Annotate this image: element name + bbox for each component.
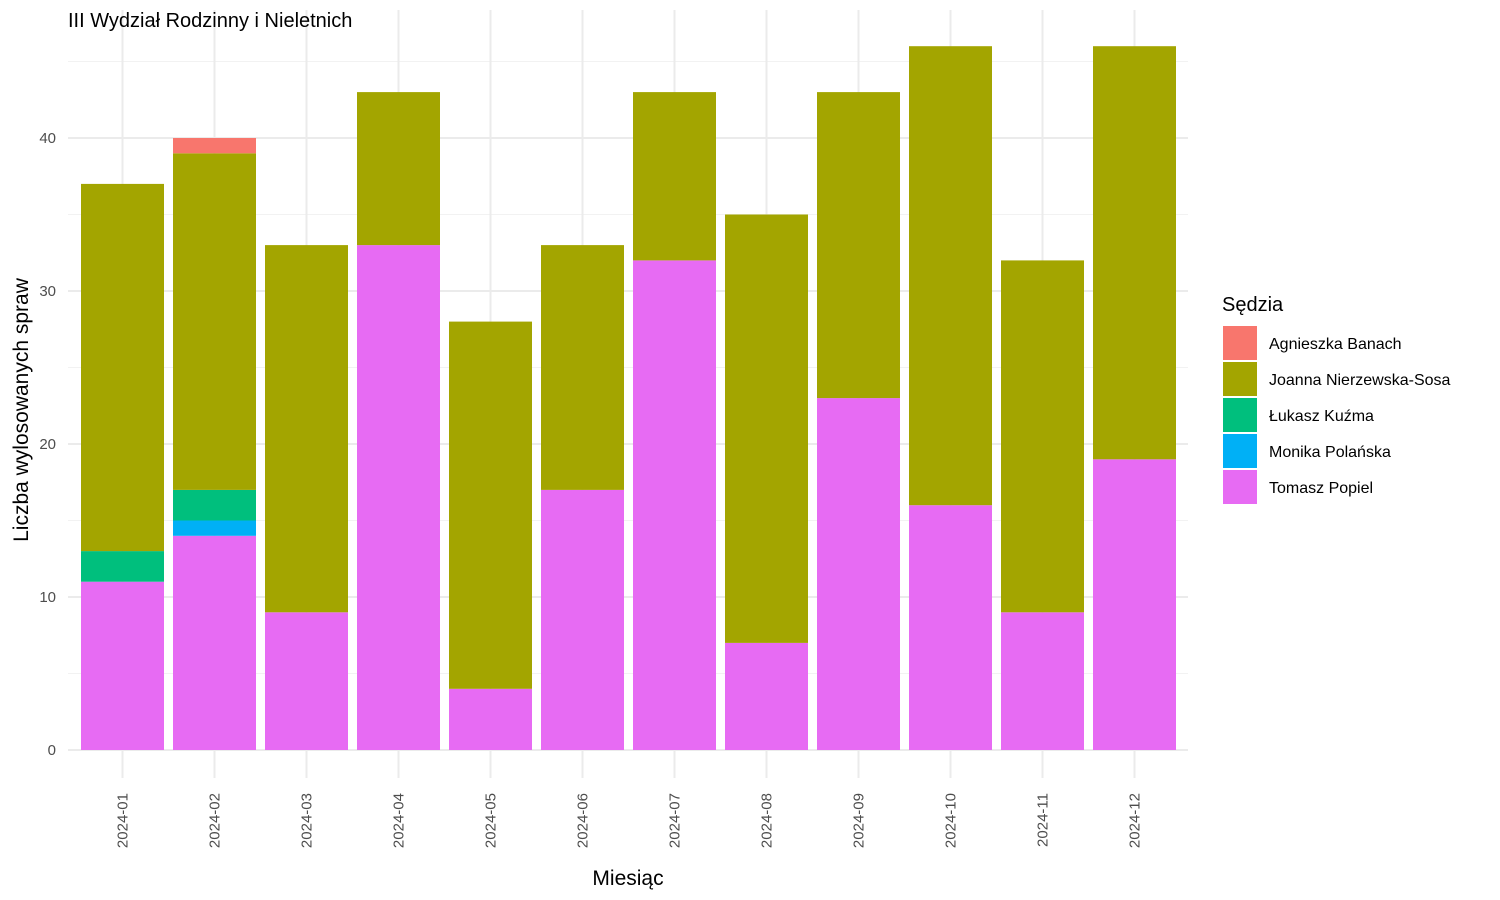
chart-title: III Wydział Rodzinny i Nieletnich: [68, 10, 352, 32]
bar-segment-joanna-nierzewska-sosa: [633, 92, 716, 261]
bar-segment-joanna-nierzewska-sosa: [1001, 260, 1084, 613]
bar-segment-tomasz-popiel: [1093, 459, 1176, 750]
legend-swatch: [1223, 362, 1257, 396]
bar-segment-tomasz-popiel: [817, 398, 900, 750]
legend-label: Monika Polańska: [1269, 444, 1391, 461]
axis-layer: 0 10 20 30 40 2024-01 2024-02 2024-03 2024-04 202…: [39, 130, 1143, 848]
bar-segment-joanna-nierzewska-sosa: [541, 245, 624, 490]
legend-swatch: [1223, 470, 1257, 504]
legend-items: Agnieszka Banach Joanna Nierzewska-Sosa Łu…: [1223, 326, 1451, 504]
x-tick-label: 2024-06: [575, 793, 592, 848]
bar-segment-agnieszka-banach: [173, 138, 256, 154]
bar-segment-tomasz-popiel: [173, 535, 256, 750]
bar-segment-lukasz-kuzma: [81, 551, 164, 582]
bar-segment-tomasz-popiel: [633, 260, 716, 750]
y-tick-label: 20: [39, 436, 56, 453]
y-tick-label: 40: [39, 130, 56, 147]
x-tick-label: 2024-10: [943, 793, 960, 848]
bar-segment-joanna-nierzewska-sosa: [909, 46, 992, 506]
legend-swatch: [1223, 326, 1257, 360]
x-tick-label: 2024-12: [1127, 793, 1144, 848]
x-tick-label: 2024-02: [207, 793, 224, 848]
legend: Sędzia Agnieszka Banach Joanna Nierzewska…: [1222, 294, 1451, 504]
y-tick-label: 30: [39, 283, 56, 300]
bar-segment-tomasz-popiel: [81, 581, 164, 750]
legend-title: Sędzia: [1222, 294, 1284, 316]
bar-segment-tomasz-popiel: [725, 642, 808, 750]
x-tick-label: 2024-07: [667, 793, 684, 848]
y-tick-label: 0: [48, 742, 56, 759]
bar-segment-tomasz-popiel: [265, 612, 348, 750]
bar-segment-joanna-nierzewska-sosa: [265, 245, 348, 613]
legend-label: Tomasz Popiel: [1269, 480, 1373, 497]
x-tick-label: 2024-11: [1035, 793, 1052, 847]
x-tick-label: 2024-05: [483, 793, 500, 848]
x-tick-label: 2024-01: [115, 793, 132, 848]
bar-segment-tomasz-popiel: [909, 505, 992, 750]
bar-segment-joanna-nierzewska-sosa: [81, 183, 164, 552]
x-tick-label: 2024-03: [299, 793, 316, 848]
x-tick-label: 2024-04: [391, 793, 408, 848]
legend-label: Joanna Nierzewska-Sosa: [1269, 372, 1451, 389]
y-axis-title: Liczba wylosowanych spraw: [10, 277, 33, 542]
legend-label: Agnieszka Banach: [1269, 336, 1402, 353]
x-axis-title: Miesiąc: [592, 867, 663, 890]
bar-segment-joanna-nierzewska-sosa: [725, 214, 808, 643]
bar-segment-joanna-nierzewska-sosa: [449, 321, 532, 689]
bar-segment-lukasz-kuzma: [173, 489, 256, 521]
bars-layer: [81, 46, 1176, 750]
bar-segment-joanna-nierzewska-sosa: [357, 92, 440, 246]
legend-label: Łukasz Kuźma: [1269, 408, 1374, 425]
bar-segment-tomasz-popiel: [1001, 612, 1084, 750]
bar-segment-tomasz-popiel: [357, 245, 440, 750]
bar-segment-tomasz-popiel: [541, 489, 624, 750]
bar-segment-monika-polanska: [173, 520, 256, 536]
legend-swatch: [1223, 434, 1257, 468]
bar-segment-tomasz-popiel: [449, 688, 532, 750]
legend-swatch: [1223, 398, 1257, 432]
bar-segment-joanna-nierzewska-sosa: [817, 92, 900, 399]
x-tick-label: 2024-09: [851, 793, 868, 848]
bar-segment-joanna-nierzewska-sosa: [173, 153, 256, 490]
x-tick-label: 2024-08: [759, 793, 776, 848]
bar-segment-joanna-nierzewska-sosa: [1093, 46, 1176, 460]
y-tick-label: 10: [39, 589, 56, 606]
